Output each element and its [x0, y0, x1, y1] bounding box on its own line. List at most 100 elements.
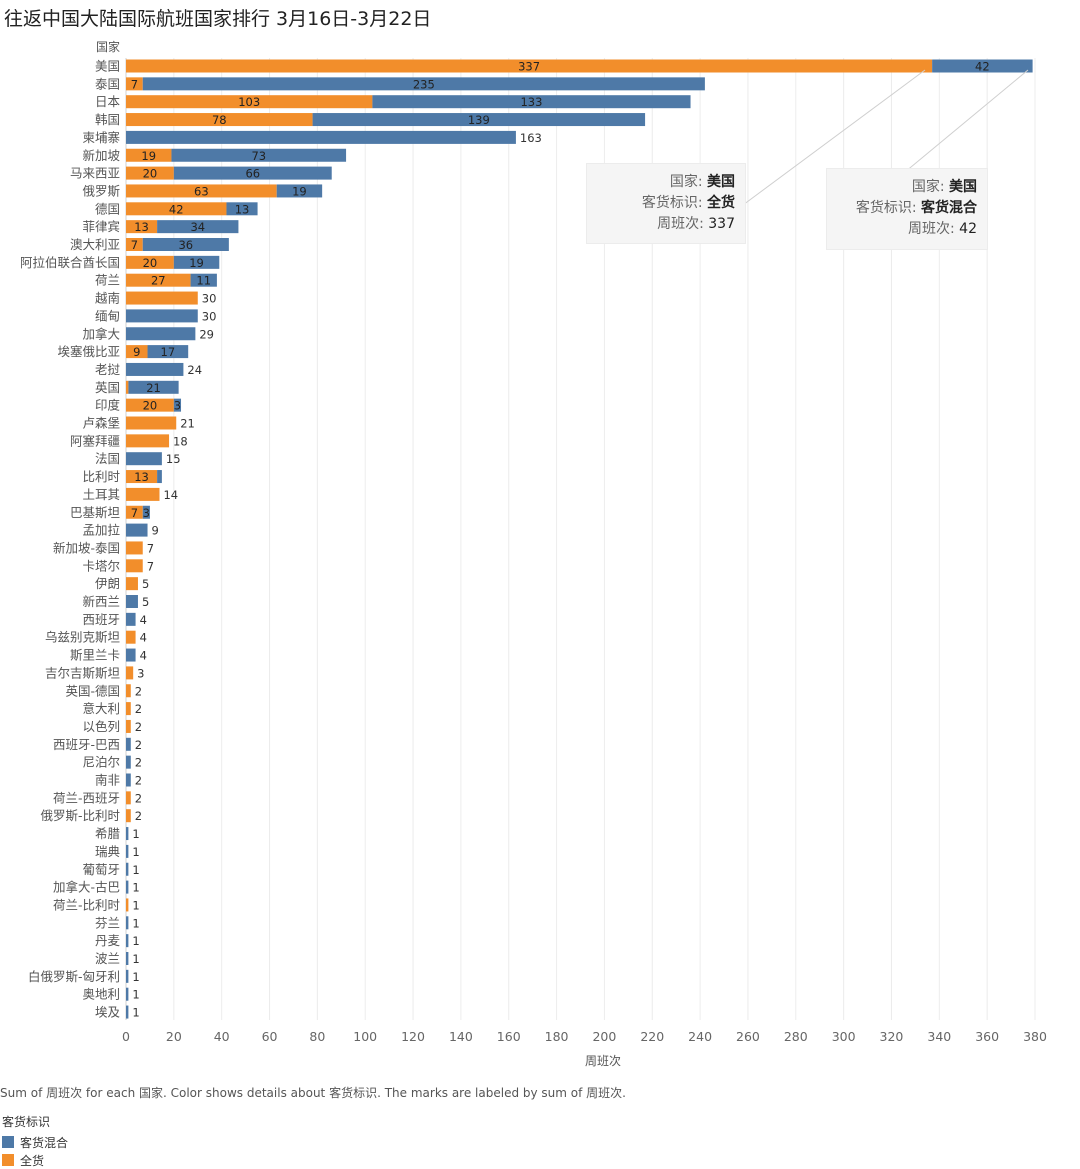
legend-label: 全货 [20, 1153, 45, 1168]
bar-cargo [126, 95, 373, 109]
data-label-mixed: 19 [189, 256, 204, 270]
data-label-total: 1 [132, 863, 139, 877]
data-label-total: 18 [173, 434, 188, 448]
bar-mixed [126, 880, 129, 894]
bar-cargo [126, 702, 131, 716]
data-label-mixed: 3 [143, 506, 150, 520]
data-label-total: 163 [520, 131, 542, 145]
bar-mixed [932, 59, 1033, 73]
legend-item-mixed[interactable]: 客货混合 [2, 1133, 68, 1151]
data-label-total: 2 [135, 702, 142, 716]
bar-cargo [126, 666, 134, 680]
tooltip-key: 国家: [669, 174, 703, 190]
bar-cargo [126, 291, 198, 305]
legend-swatch [2, 1136, 14, 1148]
data-label-cargo: 7 [131, 77, 138, 91]
bar-cargo [126, 559, 143, 573]
data-label-total: 4 [140, 613, 147, 627]
bar-mixed [128, 380, 179, 394]
data-label-total: 7 [147, 541, 154, 555]
bar-mixed [142, 77, 705, 91]
data-label-cargo: 19 [141, 149, 156, 163]
category-label: 韩国 [95, 112, 120, 127]
bar-mixed [142, 238, 229, 251]
bar-mixed [173, 398, 182, 412]
bar-mixed [276, 184, 323, 198]
x-tick-label: 380 [1023, 1029, 1047, 1044]
bar-cargo [126, 113, 313, 127]
category-label: 瑞典 [95, 844, 120, 859]
category-label: 孟加拉 [82, 523, 120, 538]
bar-cargo [126, 809, 131, 823]
bar-mixed [126, 755, 131, 769]
x-tick-labels: 0 20 40 60 80 100 120 140 160 180 200 220 240 260 280 3… [122, 1029, 1047, 1044]
bar-cargo [126, 255, 174, 269]
tooltip-value: 客货混合 [921, 200, 977, 216]
bar-cargo [126, 398, 174, 412]
category-label: 尼泊尔 [82, 755, 120, 770]
tooltip-key: 客货标识: [855, 200, 917, 216]
data-label-cargo: 27 [151, 274, 166, 288]
bar-mixed [126, 827, 129, 841]
data-label-total: 1 [132, 898, 139, 912]
data-label-total: 1 [132, 1006, 139, 1020]
bar-cargo [126, 380, 129, 394]
data-label-cargo: 13 [134, 470, 149, 484]
tooltip-mixed: 国家: 美国 客货标识: 客货混合 周班次: 42 [826, 168, 988, 250]
x-tick-label: 220 [640, 1029, 664, 1044]
x-tick-label: 300 [832, 1029, 856, 1044]
data-label-mixed: 42 [975, 60, 990, 74]
category-label: 英国-德国 [65, 683, 120, 698]
data-label-mixed: 34 [190, 220, 205, 234]
category-label: 埃塞俄比亚 [57, 344, 120, 359]
bar-cargo [126, 505, 143, 519]
data-label-total: 1 [132, 970, 139, 984]
category-label: 伊朗 [95, 576, 120, 591]
data-label-total: 2 [135, 756, 142, 770]
tooltip-key: 周班次: [908, 221, 955, 237]
category-label: 越南 [95, 291, 120, 306]
bar-mixed [126, 452, 162, 466]
data-label-total: 2 [135, 684, 142, 698]
bar-mixed [312, 113, 646, 127]
x-tick-label: 260 [736, 1029, 760, 1044]
data-label-total: 2 [135, 774, 142, 788]
bar-mixed [126, 523, 148, 537]
bar-mixed [171, 148, 347, 162]
legend-item-cargo[interactable]: 全货 [2, 1151, 68, 1169]
bar-cargo [126, 719, 131, 733]
data-label-total: 2 [135, 738, 142, 752]
data-label-mixed: 13 [235, 202, 250, 216]
data-label-mixed: 19 [292, 184, 307, 198]
category-label: 荷兰-西班牙 [53, 790, 120, 805]
bar-mixed [126, 595, 138, 608]
category-label: 加拿大 [82, 326, 120, 341]
data-label-total: 1 [132, 988, 139, 1002]
category-label: 以色列 [82, 719, 120, 734]
data-label-mixed: 133 [520, 95, 542, 109]
bar-cargo [126, 238, 143, 251]
data-label-cargo: 103 [238, 95, 260, 109]
bar-mixed [126, 773, 131, 787]
data-label-total: 4 [140, 649, 147, 663]
tooltip-key: 周班次: [657, 216, 704, 232]
category-label: 荷兰-比利时 [53, 897, 121, 912]
category-label: 菲律宾 [82, 219, 120, 234]
tooltip-cargo: 国家: 美国 客货标识: 全货 周班次: 337 [586, 163, 746, 244]
bar-mixed [126, 934, 129, 948]
bar-mixed [226, 202, 258, 216]
tooltip-leader-1 [742, 69, 926, 206]
bar-cargo [126, 59, 933, 73]
data-label-total: 30 [202, 292, 217, 306]
legend: 客货标识 客货混合 全货 [2, 1113, 68, 1169]
bar-cargo [126, 541, 143, 555]
bar-cargo [126, 220, 158, 234]
category-label: 新加坡 [82, 148, 120, 163]
category-label: 奥地利 [82, 987, 120, 1002]
data-label-cargo: 13 [134, 220, 149, 234]
category-label: 葡萄牙 [82, 862, 120, 877]
data-label-mixed: 36 [178, 238, 193, 252]
bar-cargo [126, 791, 131, 805]
x-tick-label: 140 [449, 1029, 473, 1044]
